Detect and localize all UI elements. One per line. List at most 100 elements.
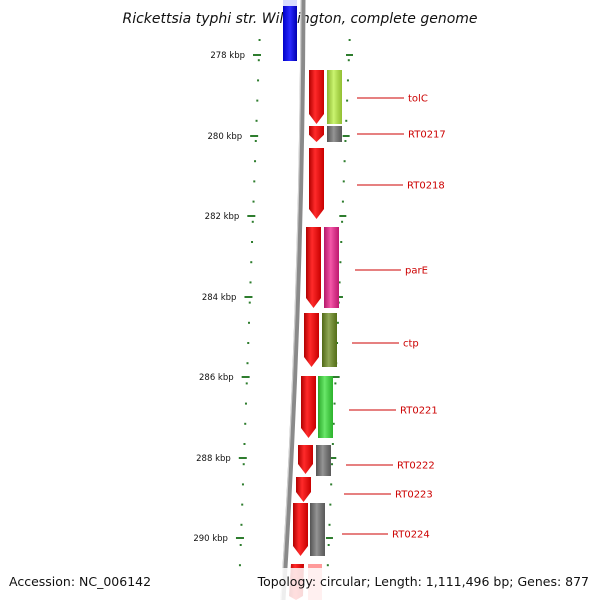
minor-tick: [346, 99, 349, 102]
gene-block-shade: [324, 227, 339, 308]
minor-tick: [257, 59, 260, 62]
minor-tick: [343, 160, 346, 163]
reverse-strand-feature: [283, 6, 297, 61]
minor-tick: [251, 220, 254, 223]
minor-tick: [243, 443, 246, 445]
minor-tick: [334, 382, 337, 385]
reverse-feature-cap: [283, 0, 297, 8]
gene-labels: tolC RT0217 RT0218 parE ctp RT0221 RT0222 RT022…: [342, 94, 446, 541]
major-tick: [346, 54, 353, 56]
minor-tick: [254, 140, 257, 142]
minor-tick: [255, 119, 258, 122]
cds-arrow: [309, 70, 324, 124]
minor-tick: [240, 523, 243, 526]
major-tick: [325, 537, 333, 539]
minor-tick: [241, 483, 244, 486]
accession-label: Accession: NC_006142: [9, 574, 151, 589]
minor-tick: [253, 180, 256, 183]
minor-tick: [329, 503, 332, 506]
major-tick: [332, 376, 340, 378]
minor-tick: [348, 39, 351, 41]
cds-arrow: [296, 477, 311, 502]
genome-summary-label: Topology: circular; Length: 1,111,496 bp…: [257, 574, 589, 589]
footer-backdrop: [0, 568, 600, 600]
minor-tick: [331, 463, 334, 466]
minor-tick: [251, 241, 254, 243]
tick-label: 288 kbp: [196, 454, 231, 464]
cds-arrow: [293, 503, 308, 556]
genome-backbone-highlight: [280, 0, 302, 600]
major-tick: [235, 537, 244, 539]
gene-color-track: [310, 70, 342, 556]
major-tick: [238, 457, 247, 459]
major-tick: [342, 135, 350, 137]
minor-tick: [248, 301, 251, 304]
major-tick: [329, 457, 337, 459]
minor-tick: [326, 564, 329, 567]
gene-block-shade: [316, 445, 331, 476]
minor-tick: [339, 261, 342, 264]
gene-block-shade: [322, 313, 337, 367]
major-tick: [250, 135, 259, 137]
minor-tick: [327, 544, 330, 546]
gene-label: tolC: [408, 94, 428, 105]
minor-tick: [344, 140, 347, 142]
cds-arrow: [301, 376, 316, 438]
gene-label: RT0224: [392, 530, 430, 541]
tick-label: 280 kbp: [208, 132, 243, 142]
minor-tick: [256, 99, 259, 102]
genome-backbone: [280, 0, 306, 600]
minor-tick: [346, 79, 349, 82]
minor-tick: [336, 321, 339, 324]
minor-tick: [241, 503, 244, 506]
tick-label: 286 kbp: [199, 373, 234, 383]
gene-block-shade: [310, 503, 325, 556]
right-scale: [325, 39, 353, 567]
cds-arrow: [298, 445, 313, 474]
gene-block-shade: [327, 70, 342, 124]
major-tick: [339, 215, 347, 217]
gene-label: RT0217: [408, 130, 446, 141]
minor-tick: [330, 483, 333, 486]
cds-track: [293, 70, 324, 556]
minor-tick: [341, 200, 344, 203]
minor-tick: [238, 564, 241, 567]
minor-tick: [333, 402, 336, 405]
map-title: Rickettsia typhi str. Wilmington, comple…: [122, 11, 477, 27]
major-tick: [241, 376, 250, 378]
cds-arrow: [304, 313, 319, 367]
minor-tick: [244, 402, 247, 405]
major-tick: [244, 296, 253, 298]
minor-tick: [347, 59, 350, 62]
left-scale: [235, 39, 261, 567]
gene-block-shade: [318, 376, 333, 438]
minor-tick: [258, 39, 261, 41]
minor-tick: [345, 119, 348, 122]
tick-labels: 278 kbp 280 kbp 282 kbp 284 kbp 286 kbp 288 k…: [193, 51, 245, 544]
major-tick: [247, 215, 256, 217]
cds-arrow: [309, 126, 324, 142]
gene-label: parE: [405, 266, 428, 277]
minor-tick: [245, 382, 248, 385]
gene-label: RT0221: [400, 406, 438, 417]
minor-tick: [244, 422, 247, 425]
minor-tick: [340, 241, 343, 243]
cds-arrow: [306, 227, 321, 308]
tick-label: 284 kbp: [202, 293, 237, 303]
gene-block-shade: [327, 126, 342, 142]
minor-tick: [332, 422, 335, 425]
major-tick: [253, 54, 261, 56]
gene-label: RT0218: [407, 181, 445, 192]
minor-tick: [242, 463, 245, 466]
minor-tick: [336, 342, 339, 344]
minor-tick: [250, 261, 253, 264]
tick-label: 290 kbp: [193, 534, 228, 544]
gene-label: ctp: [403, 339, 419, 350]
minor-tick: [331, 443, 334, 445]
minor-tick: [342, 180, 345, 183]
minor-tick: [252, 200, 255, 203]
minor-tick: [249, 281, 252, 284]
minor-tick: [254, 160, 257, 163]
tick-label: 282 kbp: [205, 212, 240, 222]
